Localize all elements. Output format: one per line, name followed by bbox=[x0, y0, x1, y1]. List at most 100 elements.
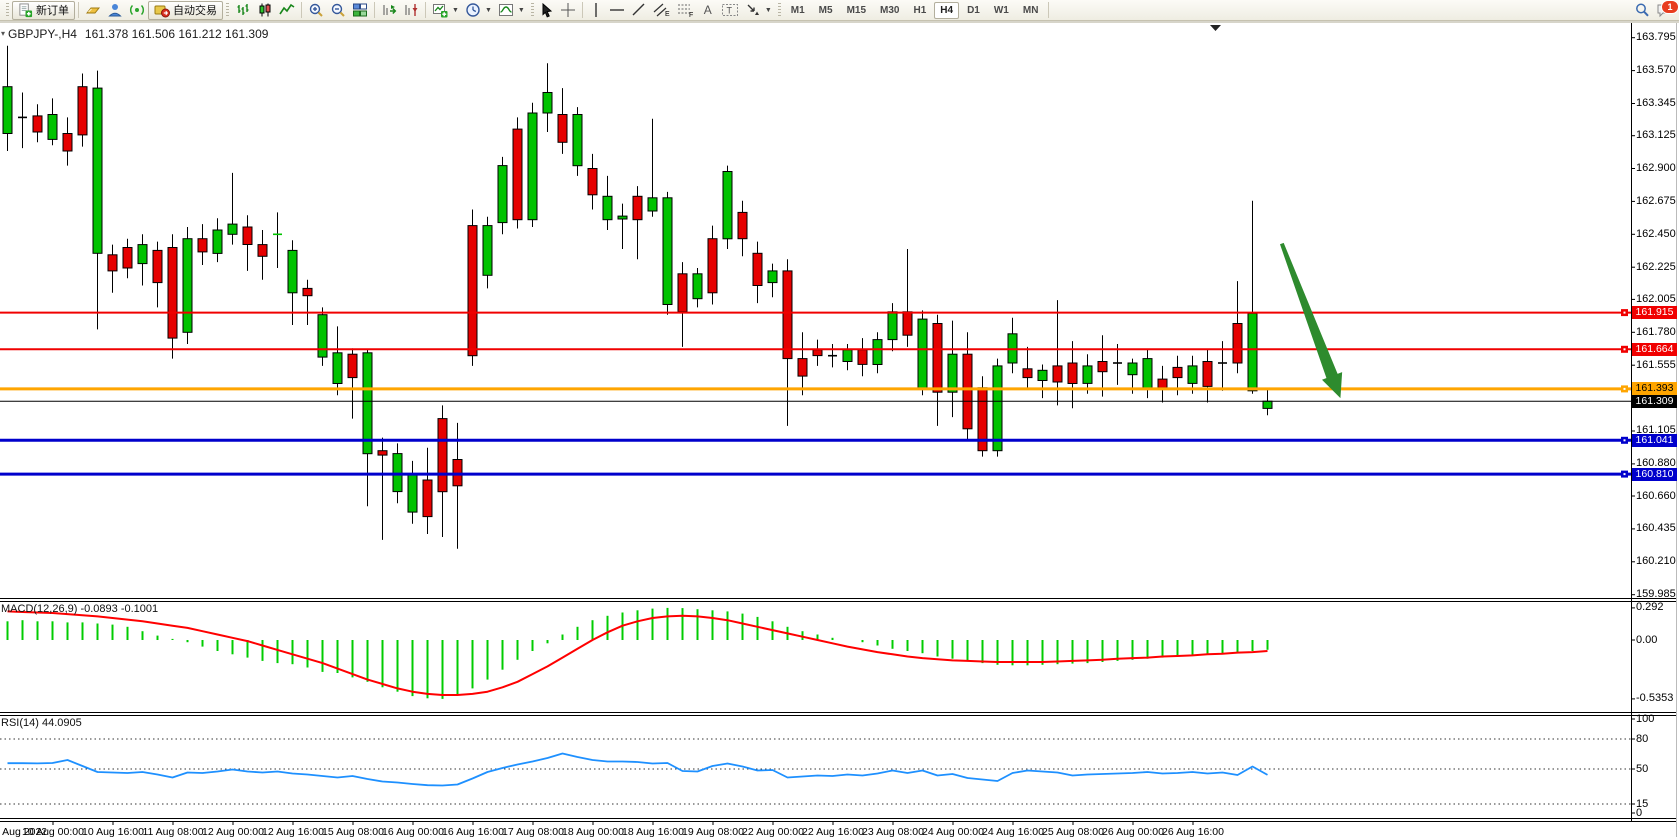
chart-menu-icon[interactable]: ▾ bbox=[1, 29, 6, 38]
auto-trading-label: 自动交易 bbox=[173, 5, 217, 17]
time-axis-label: 22 Aug 16:00 bbox=[802, 826, 864, 837]
price-axis-label: 161.105 bbox=[1636, 424, 1676, 437]
time-axis-label: 16 Aug 00:00 bbox=[382, 826, 444, 837]
fibonacci-icon: F bbox=[677, 4, 693, 18]
new-order-icon bbox=[19, 2, 33, 17]
new-chart-button[interactable]: ▼ bbox=[429, 1, 462, 20]
accounts-button[interactable] bbox=[104, 1, 126, 20]
toolbar-separator bbox=[78, 2, 79, 18]
time-axis-label: 26 Aug 00:00 bbox=[1102, 826, 1164, 837]
rsi-axis-label: 100 bbox=[1636, 712, 1655, 725]
rsi-indicator-label: RSI(14) 44.0905 bbox=[1, 717, 82, 729]
toolbar-grip[interactable] bbox=[530, 3, 534, 17]
zoom-in-icon bbox=[309, 3, 323, 17]
chart-symbol-period: GBPJPY-,H4 bbox=[8, 27, 77, 41]
bar-chart-button[interactable] bbox=[232, 1, 254, 20]
text-button[interactable]: A bbox=[698, 1, 718, 20]
zoom-in-button[interactable] bbox=[305, 1, 327, 20]
chart-title: GBPJPY-,H4 161.378 161.506 161.212 161.30… bbox=[8, 27, 268, 41]
new-chart-icon bbox=[433, 4, 448, 18]
notifications-button[interactable]: 1 bbox=[1653, 0, 1679, 20]
text-label-icon: T bbox=[721, 4, 738, 16]
macd-indicator-label: MACD(12,26,9) -0.0893 -0.1001 bbox=[1, 603, 159, 615]
cursor-icon bbox=[542, 2, 552, 17]
timeframe-button-M1[interactable]: M1 bbox=[790, 4, 805, 16]
price-axis-label: 162.005 bbox=[1636, 292, 1676, 305]
timeframe-button-M15[interactable]: M15 bbox=[846, 4, 867, 16]
rsi-axis-label: 15 bbox=[1636, 797, 1649, 810]
time-axis-label: 17 Aug 08:00 bbox=[502, 826, 564, 837]
price-line-label: 161.664 bbox=[1632, 342, 1677, 356]
indicators-button[interactable]: ▼ bbox=[495, 1, 528, 20]
timeframe-button-W1[interactable]: W1 bbox=[993, 4, 1009, 16]
chevron-down-icon: ▼ bbox=[484, 6, 492, 14]
notification-badge: 1 bbox=[1661, 0, 1679, 14]
new-order-label: 新订单 bbox=[36, 5, 69, 17]
time-axis-label: 10 Aug 00:00 bbox=[22, 826, 84, 837]
time-axis-label: 25 Aug 08:00 bbox=[1042, 826, 1104, 837]
macd-axis-label: -0.5353 bbox=[1636, 692, 1674, 705]
price-axis-label: 160.660 bbox=[1636, 489, 1676, 502]
periods-button[interactable]: ▼ bbox=[462, 1, 495, 20]
equidistant-channel-button[interactable]: E bbox=[650, 1, 674, 20]
toolbar-separator bbox=[425, 2, 426, 18]
rsi-axis-label: 50 bbox=[1636, 762, 1649, 775]
signal-button[interactable] bbox=[126, 1, 148, 20]
auto-scroll-button[interactable] bbox=[378, 1, 400, 20]
bar-chart-icon bbox=[237, 4, 249, 15]
crosshair-button[interactable] bbox=[557, 1, 579, 20]
price-axis-label: 162.675 bbox=[1636, 194, 1676, 207]
time-axis-label: 26 Aug 16:00 bbox=[1162, 826, 1224, 837]
timeframe-button-H4[interactable]: H4 bbox=[934, 1, 960, 19]
toolbar-grip[interactable] bbox=[6, 3, 9, 17]
search-button[interactable] bbox=[1631, 1, 1653, 20]
toolbar-grip[interactable] bbox=[226, 3, 229, 17]
zoom-out-button[interactable] bbox=[327, 1, 349, 20]
price-axis-label: 163.795 bbox=[1636, 31, 1676, 44]
chart-shift-button[interactable] bbox=[400, 1, 422, 20]
cursor-button[interactable] bbox=[537, 1, 557, 20]
toolbar-separator bbox=[581, 2, 583, 18]
horizontal-line-button[interactable] bbox=[606, 1, 628, 20]
new-order-button[interactable]: 新订单 bbox=[12, 0, 75, 20]
timeframe-button-D1[interactable]: D1 bbox=[967, 4, 980, 16]
signal-icon bbox=[130, 4, 144, 16]
text-label-button[interactable]: T bbox=[718, 1, 742, 20]
trendline-icon bbox=[632, 3, 645, 16]
price-axis-label: 163.570 bbox=[1636, 64, 1676, 77]
price-axis-label: 159.985 bbox=[1636, 588, 1676, 601]
fibonacci-button[interactable]: F bbox=[674, 1, 698, 20]
arrows-button[interactable]: ▼ bbox=[742, 1, 775, 20]
tile-windows-button[interactable] bbox=[349, 1, 371, 20]
timeframe-button-M5[interactable]: M5 bbox=[818, 4, 833, 16]
trendline-button[interactable] bbox=[628, 1, 650, 20]
timeframe-button-H1[interactable]: H1 bbox=[913, 4, 927, 16]
chart-area[interactable]: ▾ GBPJPY-,H4 161.378 161.506 161.212 161.… bbox=[0, 21, 1679, 837]
gold-icon bbox=[85, 7, 101, 14]
line-chart-button[interactable] bbox=[276, 1, 298, 20]
arrows-icon bbox=[747, 4, 759, 15]
auto-trading-button[interactable]: 自动交易 bbox=[148, 0, 223, 20]
candle-chart-button[interactable] bbox=[254, 1, 276, 20]
svg-text:E: E bbox=[665, 11, 670, 18]
price-axis-label: 162.225 bbox=[1636, 260, 1676, 273]
time-axis-label: 24 Aug 16:00 bbox=[982, 826, 1044, 837]
timeframe-button-M30[interactable]: M30 bbox=[880, 4, 900, 16]
rsi-axis-label: 80 bbox=[1636, 732, 1649, 745]
toolbar-grip[interactable] bbox=[777, 3, 781, 17]
vertical-line-button[interactable] bbox=[586, 1, 606, 20]
price-axis-label: 163.125 bbox=[1636, 129, 1676, 142]
price-line-label: 161.393 bbox=[1632, 382, 1677, 396]
timeframe-button-MN[interactable]: MN bbox=[1022, 4, 1039, 16]
search-icon bbox=[1636, 3, 1649, 17]
time-axis-label: 18 Aug 16:00 bbox=[622, 826, 684, 837]
price-axis-label: 160.880 bbox=[1636, 457, 1676, 470]
price-axis-label: 161.555 bbox=[1636, 358, 1676, 371]
time-axis-label: 15 Aug 08:00 bbox=[322, 826, 384, 837]
deposit-button[interactable] bbox=[82, 1, 104, 20]
autotrade-icon bbox=[154, 5, 170, 18]
price-line-label: 161.915 bbox=[1632, 306, 1677, 320]
svg-text:F: F bbox=[689, 12, 693, 18]
chevron-down-icon: ▼ bbox=[452, 6, 459, 14]
